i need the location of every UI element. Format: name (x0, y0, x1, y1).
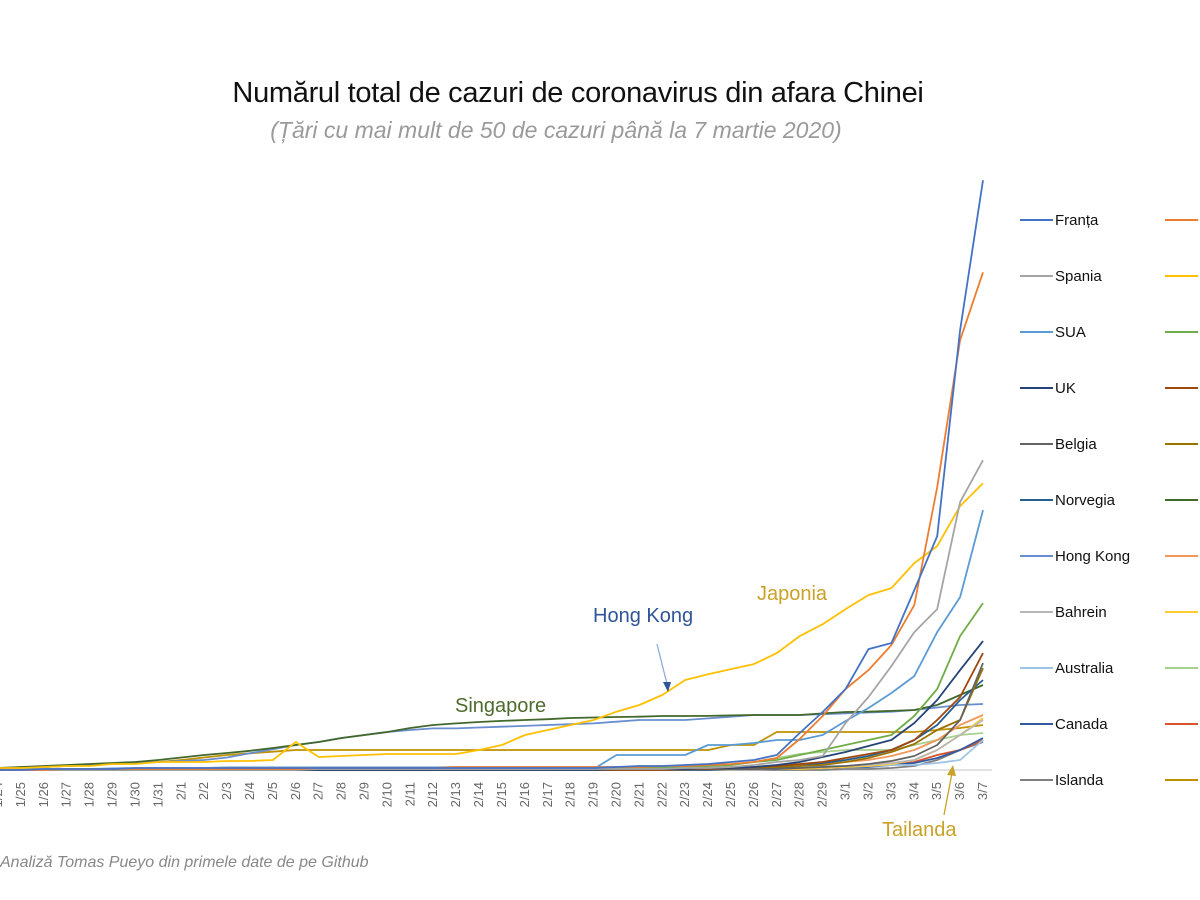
arrow-head-icon (663, 682, 671, 692)
chart-subtitle: (Țări cu mai mult de 50 de cazuri până l… (270, 117, 841, 143)
x-tick-label: 2/26 (746, 782, 761, 807)
source-note: Analiză Tomas Pueyo din primele date de … (0, 854, 369, 871)
legend-item: SUA (1020, 324, 1086, 341)
series-line-franța (0, 180, 984, 771)
annotation-label: Hong Kong (593, 605, 693, 627)
x-tick-label: 1/24 (0, 782, 5, 807)
x-tick-label: 1/28 (82, 782, 97, 807)
series-line-norvegia (0, 679, 984, 771)
legend-label: Canada (1055, 716, 1108, 733)
x-tick-label: 3/6 (952, 782, 967, 800)
series-line-series-4 (0, 482, 984, 769)
legend-item: Norvegia (1020, 492, 1116, 509)
legend-item: Canada (1020, 716, 1108, 733)
series-line-spania (0, 459, 984, 771)
x-tick-label: 2/11 (402, 782, 417, 806)
legend-label: Franța (1055, 212, 1099, 229)
x-tick-label: 2/13 (448, 782, 463, 807)
legend-label: Bahrein (1055, 604, 1107, 621)
x-tick-label: 2/25 (723, 782, 738, 807)
x-tick-label: 2/28 (792, 782, 807, 807)
x-tick-label: 2/9 (357, 782, 372, 800)
legend-label: UK (1055, 380, 1076, 397)
series-line-series-12 (0, 684, 984, 769)
x-tick-label: 1/30 (127, 782, 142, 807)
legend-item: Australia (1020, 660, 1114, 677)
x-tick-label: 3/7 (975, 782, 990, 800)
x-tick-label: 3/3 (883, 782, 898, 800)
x-tick-label: 2/6 (288, 782, 303, 800)
x-tick-label: 2/3 (219, 782, 234, 800)
annotation-arrow (656, 643, 668, 685)
x-tick-label: 2/1 (173, 782, 188, 800)
x-tick-label: 1/27 (59, 782, 74, 807)
x-tick-label: 1/29 (105, 782, 120, 807)
x-tick-label: 2/5 (265, 782, 280, 800)
series-line-series-6 (0, 602, 984, 771)
legend-label: Islanda (1055, 772, 1104, 789)
x-tick-label: 2/20 (608, 782, 623, 807)
x-tick-label: 2/18 (563, 782, 578, 807)
x-tick-label: 2/24 (700, 782, 715, 807)
arrow-head-icon (947, 765, 956, 776)
annotation-arrow (943, 772, 953, 816)
legend-item: Hong Kong (1020, 548, 1130, 565)
legend-label: Australia (1055, 660, 1114, 677)
legend-item: Spania (1020, 268, 1102, 285)
legend-item: UK (1020, 380, 1076, 397)
x-tick-label: 2/4 (242, 782, 257, 800)
legend-item: Bahrein (1020, 604, 1107, 621)
x-tick-label: 2/12 (425, 782, 440, 807)
x-tick-label: 1/31 (150, 782, 165, 807)
x-tick-label: 2/22 (654, 782, 669, 807)
annotation-tailanda: Tailanda (882, 765, 957, 841)
x-tick-label: 2/23 (677, 782, 692, 807)
legend-item: Belgia (1020, 436, 1097, 453)
legend-label: Norvegia (1055, 492, 1116, 509)
x-tick-label: 3/1 (838, 782, 853, 800)
annotation-label: Tailanda (882, 819, 957, 841)
x-tick-label: 3/4 (906, 782, 921, 800)
x-tick-label: 3/2 (860, 782, 875, 800)
x-tick-label: 2/21 (631, 782, 646, 807)
x-tick-label: 2/15 (494, 782, 509, 807)
series-line-sua (0, 509, 984, 771)
legend-label: Hong Kong (1055, 548, 1130, 565)
x-tick-label: 1/26 (36, 782, 51, 807)
annotation-hong-kong: Hong Kong (593, 605, 693, 692)
x-tick-label: 2/17 (540, 782, 555, 807)
x-tick-label: 2/16 (517, 782, 532, 807)
x-axis-ticks: 1/24 1/25 1/26 1/27 1/28 1/29 1/30 1/31 2/1 2/2 2/… (0, 782, 990, 807)
annotation-japonia: Japonia (757, 583, 828, 605)
legend-label: Spania (1055, 268, 1102, 285)
annotation-singapore: Singapore (455, 695, 546, 717)
x-tick-label: 2/27 (769, 782, 784, 807)
x-tick-label: 2/10 (379, 782, 394, 807)
legend-label: SUA (1055, 324, 1086, 341)
series-lines (0, 180, 984, 771)
x-tick-label: 2/7 (311, 782, 326, 800)
x-tick-label: 2/8 (334, 782, 349, 800)
x-tick-label: 2/29 (815, 782, 830, 807)
x-tick-label: 1/25 (13, 782, 28, 807)
x-tick-label: 3/5 (929, 782, 944, 800)
series-line-series-2 (0, 272, 984, 771)
legend-label: Belgia (1055, 436, 1097, 453)
legend: Franța Spania SUA UK Belgia Norvegia Hong Kong… (1020, 212, 1198, 789)
legend-item: Islanda (1020, 772, 1104, 789)
x-tick-label: 2/14 (471, 782, 486, 807)
x-tick-label: 2/2 (196, 782, 211, 800)
legend-item: Franța (1020, 212, 1099, 229)
x-tick-label: 2/19 (586, 782, 601, 807)
chart-title: Numărul total de cazuri de coronavirus d… (232, 77, 923, 109)
